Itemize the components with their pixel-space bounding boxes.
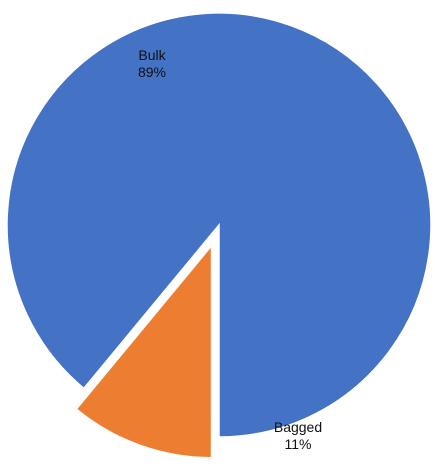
pie-slice-bagged — [75, 243, 213, 459]
data-label-category: Bagged — [274, 419, 322, 435]
data-label-percent: 11% — [285, 436, 312, 452]
data-label-percent: 89% — [138, 64, 166, 80]
data-label-bagged: Bagged 11% — [274, 419, 322, 452]
data-label-category: Bulk — [138, 47, 166, 63]
data-label-bulk: Bulk 89% — [138, 47, 167, 80]
pie-slice-bulk — [6, 12, 432, 438]
